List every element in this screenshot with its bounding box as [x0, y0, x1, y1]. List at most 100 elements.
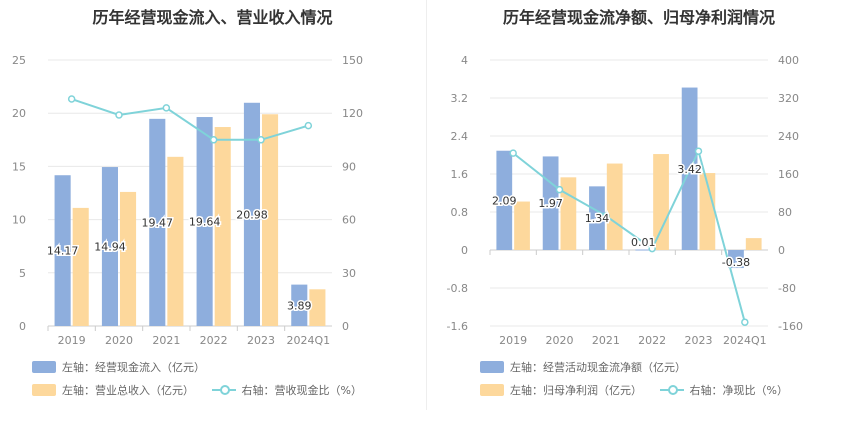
left-ratio-point — [67, 95, 76, 103]
left-category-label: 2024Q1 — [287, 334, 331, 347]
legend-label-net-operating-cash: 左轴：经营活动现金流净额（亿元） — [510, 361, 686, 374]
left-category-label: 2022 — [200, 334, 228, 347]
legend-item-net-operating-cash[interactable]: 左轴：经营活动现金流净额（亿元） — [480, 359, 686, 375]
left-bar-series2 — [309, 289, 326, 326]
left-bar-data-label: 14.94 — [94, 241, 126, 254]
legend-swatch-revenue — [32, 384, 56, 396]
right-bar-series2 — [653, 154, 669, 250]
right-chart-svg: -1.6 -160 -0.8 -80 0 0 0.8 80 1.6 160 2.4 240 3.2 320… — [447, 54, 803, 347]
legend-swatch-cash-inflow — [32, 361, 56, 373]
right-bar-series1 — [589, 186, 605, 250]
left-bar-series1 — [149, 118, 166, 326]
left-bar-series1 — [243, 102, 260, 326]
right-bar-series2 — [699, 173, 716, 250]
left-category-label: 2021 — [152, 334, 180, 347]
right-bar-series2 — [514, 201, 530, 250]
right-ratio-line — [512, 148, 746, 323]
legend-item-net-profit[interactable]: 左轴：归母净利润（亿元） — [480, 382, 642, 398]
right-bar-data-label: 1.97 — [538, 197, 563, 210]
left-category-label: 2020 — [105, 334, 133, 347]
right-right-tick-label: 0 — [778, 244, 785, 257]
left-left-tick-label: 25 — [12, 54, 26, 67]
right-category-label: 2021 — [592, 334, 620, 347]
right-ratio-point — [648, 244, 656, 253]
legend-swatch-net-operating-cash — [480, 361, 504, 373]
left-right-tick-label: 60 — [342, 214, 356, 227]
right-left-tick-label: 0.8 — [451, 206, 469, 219]
left-left-tick-label: 20 — [12, 107, 26, 120]
left-ratio-point — [209, 136, 218, 144]
left-right-tick-label: 150 — [342, 54, 363, 67]
right-ratio-point — [741, 318, 749, 326]
legend-item-revenue[interactable]: 左轴：营业总收入（亿元） — [32, 382, 194, 398]
right-bar-series2 — [606, 163, 623, 250]
right-bar-data-label: 2.09 — [492, 194, 516, 207]
left-ratio-line — [71, 98, 309, 141]
left-right-tick-label: 0 — [342, 320, 349, 333]
legend-item-cash-inflow[interactable]: 左轴：经营现金流入（亿元） — [32, 359, 205, 375]
left-bar-data-label: 19.64 — [189, 216, 221, 229]
left-legend-row-2: 左轴：营业总收入（亿元） 右轴：营收现金比（%） — [32, 382, 376, 399]
legend-label-net-cash-ratio: 右轴：净现比（%） — [689, 384, 788, 397]
left-ratio-point — [115, 111, 123, 119]
left-chart-title: 历年经营现金流入、营业收入情况 — [92, 8, 333, 27]
right-left-tick-label: 4 — [461, 54, 468, 67]
right-left-tick-label: 1.6 — [451, 168, 469, 181]
right-category-label: 2023 — [685, 334, 713, 347]
right-bar-data-label: 1.34 — [585, 212, 610, 225]
right-right-tick-label: 400 — [778, 54, 799, 67]
left-ratio-point — [257, 136, 265, 144]
legend-swatch-net-cash-ratio — [659, 384, 684, 396]
left-category-label: 2019 — [58, 334, 86, 347]
right-category-label: 2022 — [638, 334, 666, 347]
left-bar-series2 — [120, 191, 137, 326]
right-right-tick-label: -80 — [778, 282, 796, 295]
right-left-tick-label: 0 — [461, 244, 468, 257]
left-bar-data-label: 20.98 — [236, 208, 268, 221]
right-left-tick-label: -0.8 — [447, 282, 468, 295]
right-bar-series2 — [745, 238, 762, 250]
left-bar-series1 — [291, 284, 308, 326]
left-right-tick-label: 30 — [342, 267, 356, 280]
right-bar-series1 — [728, 250, 744, 269]
right-bar-series1 — [496, 150, 513, 250]
right-chart-panel: 历年经营现金流净额、归母净利润情况 -1.6 -160 -0.8 -80 0 0 0.8 80… — [428, 0, 850, 437]
right-left-tick-label: 3.2 — [451, 92, 469, 105]
legend-item-revenue-cash-ratio[interactable]: 右轴：营收现金比（%） — [211, 382, 362, 398]
right-legend-row-1: 左轴：经营活动现金流净额（亿元） — [480, 359, 700, 376]
right-category-label: 2019 — [499, 334, 527, 347]
right-right-tick-label: 80 — [778, 206, 792, 219]
left-bar-data-label: 3.89 — [287, 299, 312, 312]
left-bar-series1 — [196, 117, 213, 327]
right-bar-series2 — [560, 177, 577, 250]
right-legend-row-2: 左轴：归母净利润（亿元） 右轴：净现比（%） — [480, 382, 802, 399]
left-left-tick-label: 0 — [19, 320, 26, 333]
legend-swatch-net-profit — [480, 384, 504, 396]
right-right-tick-label: -160 — [778, 320, 803, 333]
left-chart-panel: 历年经营现金流入、营业收入情况 0 0 5 30 10 60 15 90 20 120 25 150 2… — [0, 0, 425, 437]
right-bar-data-label: 3.42 — [677, 163, 702, 176]
left-ratio-point — [162, 104, 171, 112]
right-bar-series1 — [635, 249, 652, 251]
right-category-label: 2024Q1 — [723, 334, 767, 347]
left-bar-series1 — [54, 175, 71, 326]
right-ratio-point — [555, 185, 564, 194]
right-bar-data-label: 0.01 — [631, 236, 656, 249]
left-left-tick-label: 15 — [12, 160, 26, 173]
right-chart-title: 历年经营现金流净额、归母净利润情况 — [502, 8, 775, 27]
left-bar-data-label: 14.17 — [47, 245, 79, 258]
legend-item-net-cash-ratio[interactable]: 右轴：净现比（%） — [659, 382, 788, 398]
right-left-tick-label: -1.6 — [447, 320, 468, 333]
legend-swatch-revenue-cash-ratio — [211, 384, 236, 396]
left-right-tick-label: 90 — [342, 160, 356, 173]
left-bar-series2 — [214, 127, 231, 326]
left-bar-series2 — [262, 114, 279, 326]
left-ratio-point — [304, 121, 313, 130]
right-right-tick-label: 240 — [778, 130, 799, 143]
left-category-label: 2023 — [247, 334, 275, 347]
left-bar-series2 — [72, 207, 89, 326]
right-category-label: 2020 — [546, 334, 574, 347]
left-left-tick-label: 5 — [19, 267, 26, 280]
left-bar-series1 — [101, 167, 118, 326]
right-ratio-point — [694, 147, 703, 155]
